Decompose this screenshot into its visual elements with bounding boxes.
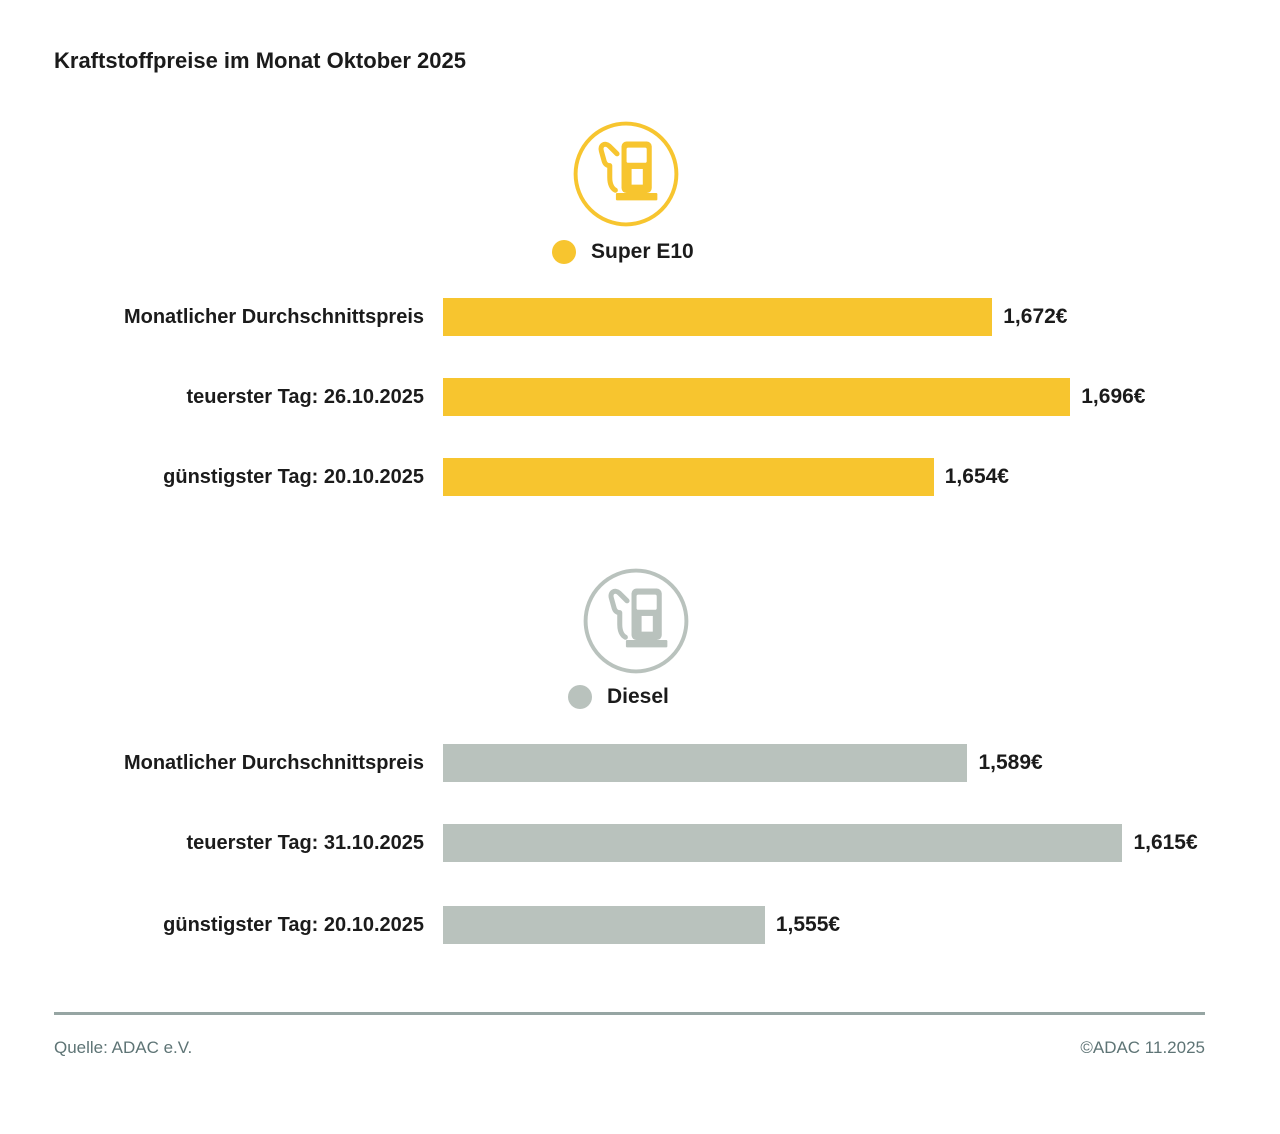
- bar-label: teuerster Tag: 31.10.2025: [186, 831, 424, 854]
- legend-diesel: Diesel: [568, 684, 669, 710]
- bar-label: teuerster Tag: 26.10.2025: [186, 385, 424, 408]
- bar-e10-average: [443, 298, 993, 336]
- bar-row-e10-min: günstigster Tag: 20.10.2025 1,654€: [0, 458, 1280, 496]
- legend-dot-diesel: [568, 685, 592, 709]
- bar-value: 1,696€: [1081, 385, 1146, 408]
- bar-value: 1,654€: [944, 465, 1009, 488]
- source-credit: Quelle: ADAC e.V.: [54, 1038, 193, 1057]
- bar-value: 1,672€: [1003, 305, 1068, 328]
- bar-label: günstigster Tag: 20.10.2025: [163, 465, 424, 488]
- copyright-note: ©ADAC 11.2025: [1080, 1038, 1205, 1057]
- bar-row-diesel-min: günstigster Tag: 20.10.2025 1,555€: [0, 906, 1280, 944]
- fuel-pump-icon: [580, 565, 692, 677]
- bar-value: 1,589€: [978, 751, 1043, 774]
- legend-label-diesel: Diesel: [607, 685, 669, 708]
- legend-e10: Super E10: [552, 239, 694, 265]
- legend-label-e10: Super E10: [591, 240, 694, 263]
- bar-diesel-average: [443, 744, 968, 782]
- fuel-pump-icon: [570, 118, 682, 230]
- bar-label: Monatlicher Durchschnittspreis: [123, 751, 424, 774]
- bar-row-diesel-average: Monatlicher Durchschnittspreis 1,589€: [0, 744, 1280, 782]
- footer-divider: [54, 1012, 1205, 1015]
- bar-diesel-max: [443, 824, 1123, 862]
- legend-dot-e10: [552, 240, 576, 264]
- bar-row-e10-max: teuerster Tag: 26.10.2025 1,696€: [0, 378, 1280, 416]
- bar-diesel-min: [443, 906, 765, 944]
- chart-title: Kraftstoffpreise im Monat Oktober 2025: [54, 48, 466, 73]
- bar-value: 1,555€: [775, 913, 841, 936]
- bar-row-e10-average: Monatlicher Durchschnittspreis 1,672€: [0, 298, 1280, 336]
- bar-e10-max: [443, 378, 1071, 416]
- bar-e10-min: [443, 458, 934, 496]
- bar-label: Monatlicher Durchschnittspreis: [123, 305, 424, 328]
- bar-row-diesel-max: teuerster Tag: 31.10.2025 1,615€: [0, 824, 1280, 862]
- bar-label: günstigster Tag: 20.10.2025: [163, 913, 424, 936]
- bar-value: 1,615€: [1133, 831, 1198, 854]
